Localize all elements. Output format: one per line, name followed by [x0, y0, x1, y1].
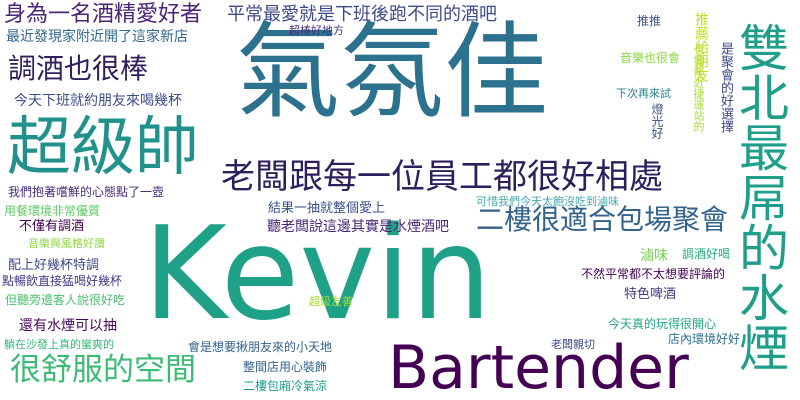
word-tasty: 但聽旁邊客人說很好吃 [5, 293, 126, 307]
word-owner-friendly: 老闆跟每一位員工都很好相處 [221, 157, 663, 197]
word-atmosphere: 氣氛佳 [236, 11, 549, 133]
word-hangout: 會是想要揪朋友來的小天地 [188, 340, 333, 354]
word-try-a-pot: 我們抱著嚐鮮的心態點了一壺 [8, 185, 165, 199]
word-had-fun: 今天真的玩得很開心 [608, 317, 717, 331]
word-super-handsome: 超級帥 [7, 111, 199, 185]
word-cocktails-great: 調酒也很棒 [8, 52, 149, 85]
word-great-place: 超棒好地方 [289, 24, 344, 37]
word-good-music: 音樂也很會 [620, 51, 681, 65]
word-music-style: 音樂與風格好讚 [28, 237, 105, 250]
word-alcohol-lover: 身為一名酒精愛好者 [4, 2, 203, 27]
word-super-friendly: 超級友善 [309, 295, 353, 308]
word-decor: 整間店用心裝飾 [243, 360, 328, 374]
word-kevin: Kevin [143, 200, 492, 349]
word-rarely-review: 不然平常都不太想要評論的 [581, 267, 726, 281]
word-second-floor: 二樓很適合包場聚會 [476, 203, 729, 236]
word-best-hookah: 雙北最屌的水煙 [731, 22, 789, 372]
word-party-choice: 是聚會的好選擇 [718, 42, 733, 133]
word-good-cocktails: 調酒好喝 [682, 247, 731, 261]
word-near-mrt: 也蠻鄰近捷運站的 [692, 44, 705, 132]
word-lu-wei: 滷味 [640, 248, 668, 264]
word-hookah-too: 還有水煙可以抽 [19, 318, 117, 334]
word-new-store: 最近發現家附近開了這家新店 [6, 29, 188, 45]
word-comfortable-space: 很舒服的空間 [10, 352, 196, 388]
word-nice-interior: 店內環境好好 [668, 332, 741, 346]
word-drinks-with-friends: 今天下班就約朋友來喝幾杯 [14, 93, 182, 109]
word-hookah-bar: 聽老闆說這邊其實是水煙酒吧 [267, 219, 449, 235]
word-specials: 配上好幾杯特調 [8, 258, 100, 273]
word-friendly-owner: 老闆親切 [551, 338, 595, 351]
word-free-flow: 點暢飲直接猛喝好幾杯 [2, 274, 123, 288]
word-sofa: 躺在沙發上真的蠻爽的 [4, 338, 114, 351]
word-hooked: 結果一抽就整個愛上 [268, 201, 386, 216]
word-not-only-cocktails: 不僅有調酒 [19, 219, 85, 234]
word-missed-lu-wei: 可惜我們今天太飽沒吃到滷味 [476, 195, 619, 208]
word-craft-beer: 特色啤酒 [624, 287, 677, 302]
word-bartender: Bartender [388, 332, 689, 400]
word-recommend-short: 推推 [637, 14, 662, 28]
word-come-again: 下次再來試 [616, 87, 671, 100]
word-good-lighting: 燈光好 [650, 103, 664, 139]
word-recommend-friends: 推薦給朋友 [693, 12, 709, 82]
word-dining-environment: 用餐環境非常優質 [4, 204, 101, 218]
word-after-work-bars: 平常最愛就是下班後跑不同的酒吧 [227, 4, 497, 25]
word-cool-room: 二樓包廂冷氣涼 [243, 379, 328, 393]
